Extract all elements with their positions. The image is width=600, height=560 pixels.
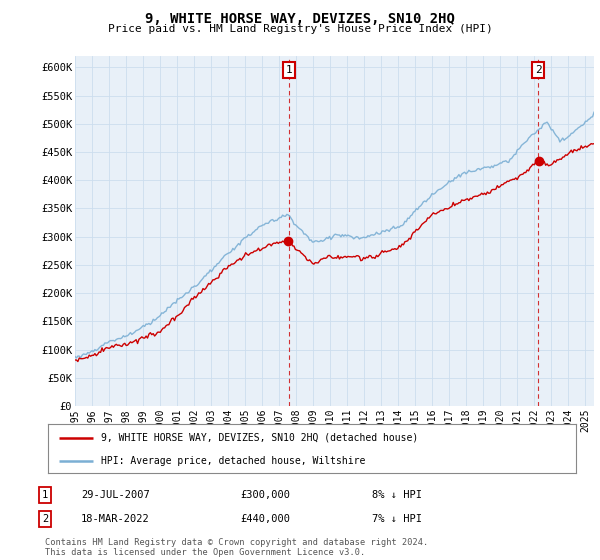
Text: 9, WHITE HORSE WAY, DEVIZES, SN10 2HQ: 9, WHITE HORSE WAY, DEVIZES, SN10 2HQ: [145, 12, 455, 26]
Text: 1: 1: [42, 490, 48, 500]
Text: 2: 2: [42, 514, 48, 524]
Text: 7% ↓ HPI: 7% ↓ HPI: [372, 514, 422, 524]
Text: 9, WHITE HORSE WAY, DEVIZES, SN10 2HQ (detached house): 9, WHITE HORSE WAY, DEVIZES, SN10 2HQ (d…: [101, 433, 418, 443]
Text: Price paid vs. HM Land Registry's House Price Index (HPI): Price paid vs. HM Land Registry's House …: [107, 24, 493, 34]
Text: 2: 2: [535, 65, 541, 75]
Text: 18-MAR-2022: 18-MAR-2022: [81, 514, 150, 524]
Text: HPI: Average price, detached house, Wiltshire: HPI: Average price, detached house, Wilt…: [101, 456, 365, 466]
Text: 8% ↓ HPI: 8% ↓ HPI: [372, 490, 422, 500]
Text: £440,000: £440,000: [240, 514, 290, 524]
Text: £300,000: £300,000: [240, 490, 290, 500]
Text: 1: 1: [286, 65, 292, 75]
Text: 29-JUL-2007: 29-JUL-2007: [81, 490, 150, 500]
Text: Contains HM Land Registry data © Crown copyright and database right 2024.
This d: Contains HM Land Registry data © Crown c…: [45, 538, 428, 557]
